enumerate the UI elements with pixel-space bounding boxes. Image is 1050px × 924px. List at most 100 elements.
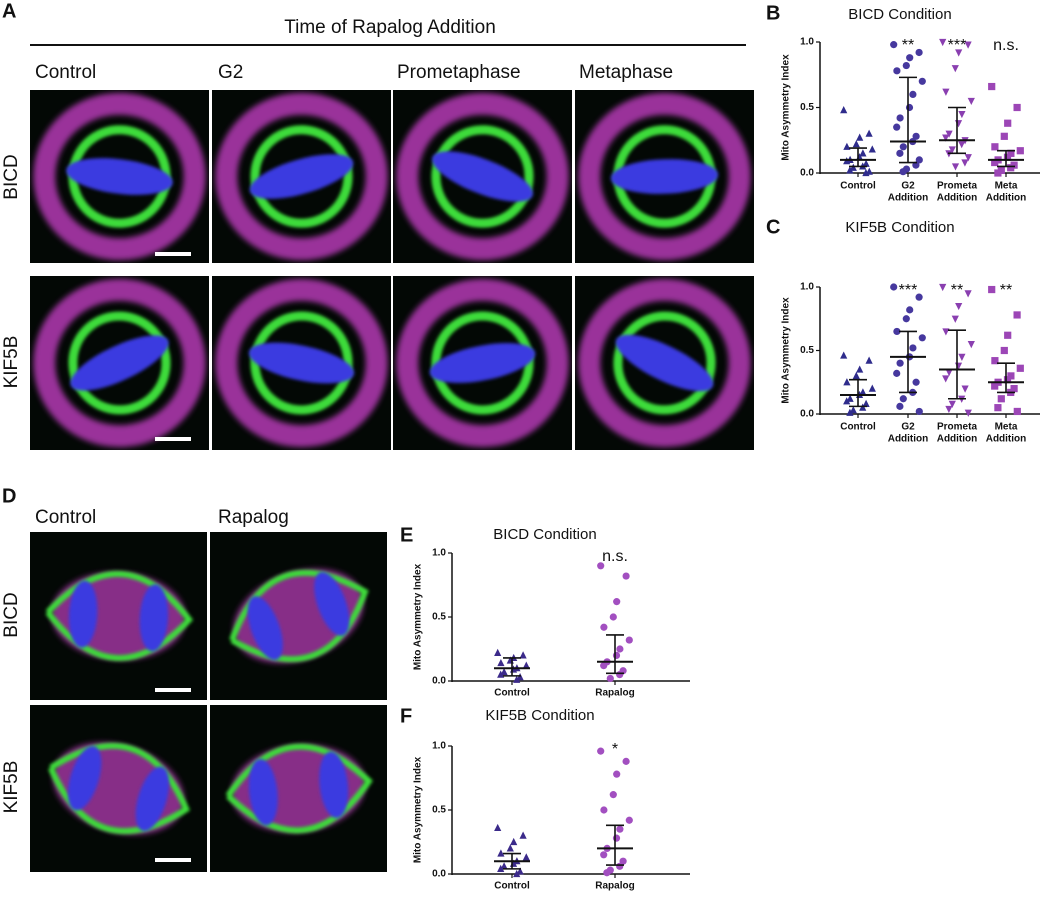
- chromosomes: [70, 335, 169, 391]
- data-point: [912, 161, 920, 169]
- data-point: [513, 869, 521, 878]
- chromosomes: [249, 154, 354, 199]
- mito: [578, 92, 751, 261]
- data-point: [958, 353, 966, 361]
- data-point: [991, 158, 999, 167]
- y-tick-label: 1.0: [800, 37, 814, 48]
- x-tick-label: Addition: [888, 434, 929, 445]
- data-point: [991, 357, 999, 365]
- data-point: [906, 54, 914, 62]
- data-point: [945, 368, 953, 377]
- data-point: [896, 114, 904, 122]
- data-point: [1016, 147, 1024, 155]
- data-point: [896, 359, 904, 367]
- row-label: BICD: [1, 592, 22, 637]
- data-point: [1007, 164, 1015, 172]
- data-point: [494, 648, 502, 656]
- data-point: [905, 103, 914, 112]
- data-point: [988, 285, 996, 294]
- data-point: [840, 106, 848, 114]
- y-tick-label: 1.0: [800, 282, 814, 293]
- data-point: [522, 853, 530, 861]
- data-point: [967, 97, 975, 106]
- micrograph-content: [575, 276, 754, 450]
- data-point: [918, 334, 926, 342]
- y-tick-label: 0.5: [432, 805, 446, 816]
- panel-label: F: [400, 705, 412, 727]
- chromosomes: [314, 571, 350, 636]
- data-point: [603, 869, 611, 877]
- data-point: [513, 675, 521, 683]
- data-point: [500, 667, 508, 676]
- micrograph-content: [30, 532, 207, 700]
- data-point: [942, 328, 950, 336]
- chart-title: BICD Condition: [493, 526, 596, 543]
- x-tick-label: Addition: [937, 434, 978, 445]
- data-point: [616, 645, 624, 653]
- y-tick-label: 1.0: [432, 741, 446, 752]
- micrograph-content: [212, 276, 391, 450]
- mito: [33, 278, 206, 448]
- panel-label: B: [766, 2, 780, 24]
- micrograph: [575, 276, 754, 450]
- data-point: [951, 65, 959, 73]
- data-point: [622, 572, 630, 580]
- panel-label: D: [2, 485, 16, 507]
- data-point: [964, 409, 972, 417]
- data-point: [859, 388, 867, 396]
- panel-label: C: [766, 216, 780, 238]
- data-point: [1010, 385, 1018, 393]
- data-point: [613, 598, 621, 606]
- data-point: [909, 90, 917, 98]
- micrograph-content: [30, 90, 209, 263]
- data-point: [1013, 407, 1021, 416]
- data-point: [890, 283, 898, 291]
- data-point: [600, 806, 608, 814]
- y-axis-label: Mito Asymmetry Index: [781, 54, 792, 161]
- y-axis-label: Mito Asymmetry Index: [413, 563, 424, 670]
- chart: E BICD Condition Mito Asymmetry Index 0.0 0.…: [400, 524, 690, 699]
- data-point: [852, 140, 860, 148]
- significance-label: **: [951, 282, 963, 299]
- data-point: [958, 110, 966, 119]
- y-axis-label: Mito Asymmetry Index: [413, 756, 424, 863]
- data-point: [942, 88, 950, 96]
- data-point: [616, 862, 624, 870]
- chromosomes: [248, 342, 355, 384]
- y-axis-label: Mito Asymmetry Index: [781, 297, 792, 404]
- x-tick-label: Rapalog: [595, 688, 634, 699]
- y-tick-label: 0.0: [432, 676, 446, 687]
- data-point: [964, 290, 972, 298]
- mito: [33, 92, 206, 261]
- data-point: [902, 315, 910, 323]
- y-tick-label: 1.0: [432, 548, 446, 559]
- micrograph: [30, 276, 209, 450]
- data-point: [862, 399, 870, 407]
- x-tick-label: Addition: [937, 193, 978, 204]
- data-point: [893, 67, 901, 75]
- chart-title: BICD Condition: [848, 6, 951, 23]
- data-point: [893, 327, 901, 336]
- data-point: [893, 369, 901, 377]
- chart: C KIF5B Condition Mito Asymmetry Index 0.0 0…: [766, 216, 1040, 445]
- data-point: [856, 133, 864, 141]
- column-label: Prometaphase: [397, 62, 521, 83]
- data-point: [1004, 331, 1012, 339]
- data-point: [967, 341, 975, 349]
- chromosomes: [67, 745, 102, 811]
- data-point: [918, 77, 926, 85]
- data-point: [899, 143, 907, 151]
- scale-bar: [155, 252, 191, 256]
- data-point: [609, 613, 617, 621]
- micrograph-content: [393, 276, 572, 450]
- micrograph: [30, 90, 209, 263]
- column-label: G2: [218, 62, 243, 83]
- y-tick-label: 0.0: [800, 168, 814, 179]
- chromosomes: [615, 334, 714, 392]
- spindle: [229, 569, 369, 663]
- significance-label: **: [902, 37, 914, 54]
- data-point: [915, 407, 923, 416]
- x-tick-label: Addition: [986, 193, 1027, 204]
- column-label: Control: [35, 62, 96, 83]
